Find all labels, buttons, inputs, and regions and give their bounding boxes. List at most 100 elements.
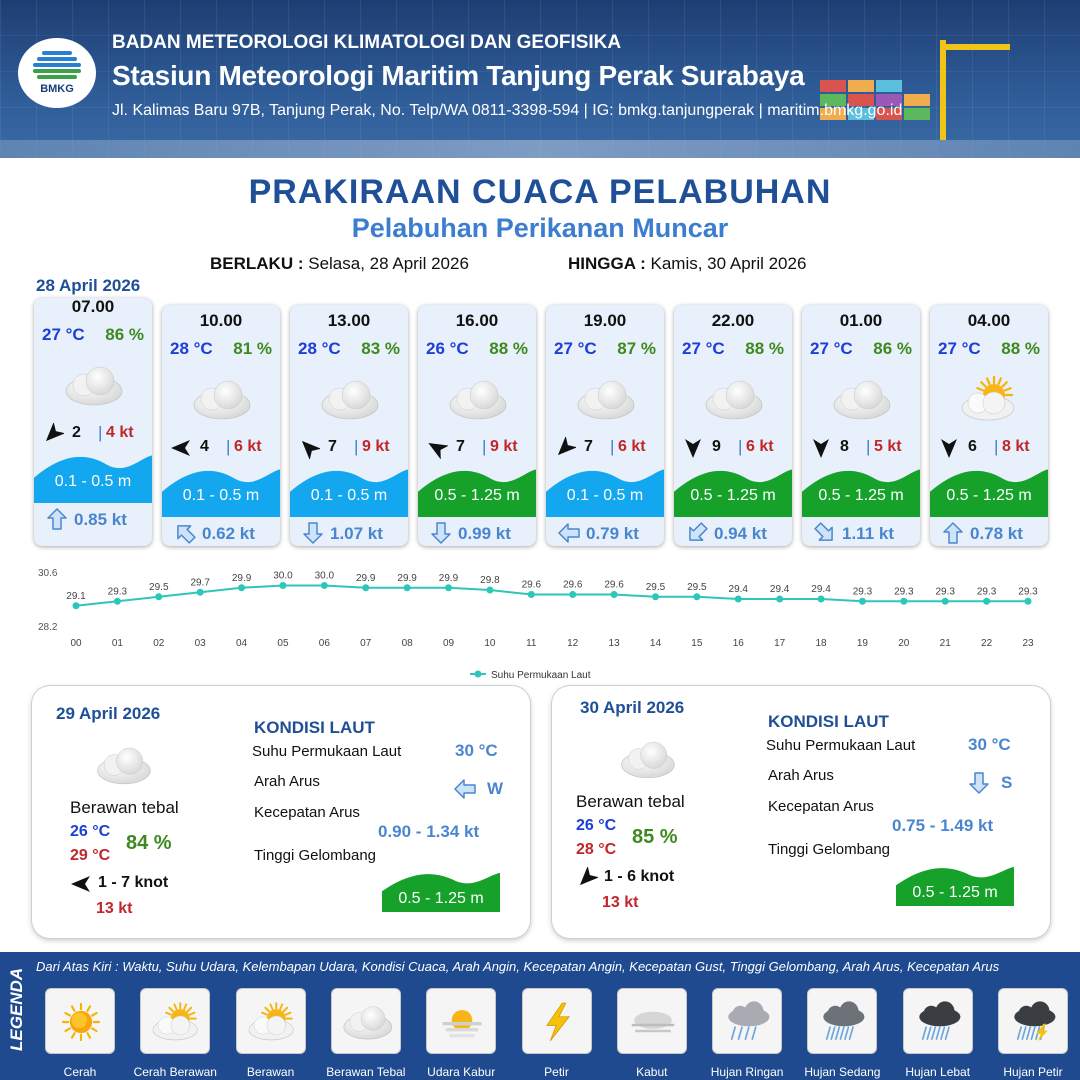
panel-date: 29 April 2026 — [56, 704, 161, 723]
data-label: 29.4 — [770, 584, 790, 595]
data-label: 29.9 — [356, 573, 376, 584]
data-point — [941, 597, 949, 605]
panel-condition: Berawan tebal — [576, 792, 685, 811]
current-direction-icon — [302, 522, 324, 544]
card-humidity: 83 % — [361, 339, 400, 358]
sst-value: 30 °C — [968, 735, 1011, 754]
sst-value: 30 °C — [455, 741, 498, 760]
forecast-card: 10.00 28 °C 81 % 4 | 6 kt 0.1 - 0.5 m 0.… — [162, 305, 280, 546]
valid-from: BERLAKU : Selasa, 28 April 2026 — [210, 254, 469, 274]
wave-graphic — [34, 447, 152, 503]
valid-to: HINGGA : Kamis, 30 April 2026 — [568, 254, 806, 274]
card-humidity: 88 % — [489, 339, 528, 358]
card-temperature: 28 °C — [298, 339, 341, 358]
sst-label: Suhu Permukaan Laut — [252, 743, 402, 760]
x-tick-label: 05 — [277, 638, 289, 649]
berawan-tebal-icon — [442, 375, 512, 423]
data-label: 29.3 — [853, 586, 873, 597]
wind-gust: 6 kt — [234, 438, 262, 455]
page-title: PRAKIRAAN CUACA PELABUHAN — [248, 173, 832, 211]
data-point — [983, 597, 991, 605]
wave-height: 0.5 - 1.25 m — [690, 487, 776, 504]
wind-separator: | — [354, 437, 359, 456]
wind-separator: | — [738, 437, 743, 456]
berawan-tebal-icon — [826, 375, 896, 423]
data-point — [1024, 597, 1032, 605]
card-time: 16.00 — [455, 311, 499, 330]
port-name: Pelabuhan Perikanan Muncar — [351, 213, 729, 243]
legend-marker — [474, 670, 482, 678]
legend-title: LEGENDA — [7, 967, 26, 1051]
card-wind: 8 | 5 kt — [810, 437, 914, 459]
data-label: 29.3 — [977, 586, 997, 597]
legend-item-label: Berawan — [246, 1065, 295, 1079]
card-current: 0.85 kt — [34, 503, 152, 537]
valid-to-value: Kamis, 30 April 2026 — [650, 254, 807, 273]
data-point — [72, 602, 80, 610]
card-current: 0.62 kt — [162, 517, 280, 546]
wave-graphic — [290, 461, 408, 517]
station-name: Stasiun Meteorologi Maritim Tanjung Pera… — [112, 60, 805, 91]
x-tick-label: 19 — [857, 638, 869, 649]
current-direction-icon — [814, 522, 836, 544]
data-label: 29.6 — [563, 580, 583, 591]
card-time: 13.00 — [327, 311, 371, 330]
current-direction-icon — [558, 522, 580, 544]
wind-speed: 4 — [200, 438, 209, 455]
valid-to-label: HINGGA : — [568, 254, 646, 273]
petir-icon — [521, 988, 592, 1054]
data-label: 29.4 — [811, 584, 831, 595]
berawan-tebal-icon — [570, 375, 640, 423]
wind-direction-icon — [810, 437, 832, 459]
card-current: 1.11 kt — [802, 517, 920, 546]
berawan-tebal-icon — [698, 375, 768, 423]
card-current: 0.94 kt — [674, 517, 792, 546]
data-label: 29.6 — [522, 580, 542, 591]
wind-gust: 8 kt — [1002, 438, 1030, 455]
hujan-petir-icon — [998, 988, 1068, 1054]
udara-kabur-icon — [426, 988, 497, 1054]
card-current: 0.78 kt — [930, 517, 1048, 546]
data-point — [858, 597, 866, 605]
data-label: 29.9 — [232, 573, 252, 584]
wind-separator: | — [866, 437, 871, 456]
wind-speed: 9 — [712, 438, 721, 455]
wind-direction-icon — [70, 873, 92, 895]
x-tick-label: 18 — [815, 638, 827, 649]
hujan-sedang-icon — [807, 988, 878, 1054]
hujan-ringan-icon — [712, 988, 783, 1054]
card-time: 10.00 — [199, 311, 243, 330]
bmkg-logo: BMKG — [18, 38, 96, 108]
wind-gust: 6 kt — [746, 438, 774, 455]
legend-item-label: Hujan Sedang — [804, 1065, 881, 1079]
wind-speed: 7 — [328, 438, 337, 455]
legend-item-label: Hujan Petir — [1003, 1065, 1063, 1079]
panel-temp-max: 28 °C — [576, 841, 617, 858]
legend-item-label: Udara Kabur — [427, 1065, 496, 1079]
wave-height-value: 0.5 - 1.25 m — [912, 884, 998, 901]
data-point — [445, 584, 453, 592]
panel-wind: 1 - 6 knot — [604, 868, 675, 885]
x-tick-label: 17 — [774, 638, 786, 649]
panel-temp-min: 26 °C — [576, 817, 617, 834]
legend-description: Dari Atas Kiri : Waktu, Suhu Udara, Kele… — [36, 959, 1000, 974]
x-tick-label: 04 — [236, 638, 248, 649]
hujan-lebat-icon — [902, 988, 973, 1054]
org-name: BADAN METEOROLOGI KLIMATOLOGI DAN GEOFIS… — [112, 32, 622, 53]
x-tick-label: 11 — [526, 638, 537, 649]
card-temperature: 27 °C — [554, 339, 597, 358]
x-tick-label: 13 — [609, 638, 621, 649]
current-direction-icon — [174, 522, 196, 544]
card-current: 0.99 kt — [418, 517, 536, 546]
card-wind: 2 | 4 kt — [42, 421, 146, 445]
data-point — [196, 588, 204, 596]
current-speed-label: Kecepatan Arus — [254, 804, 360, 821]
x-tick-label: 09 — [443, 638, 455, 649]
data-point — [527, 591, 535, 598]
panel-gust: 13 kt — [96, 900, 133, 917]
current-direction-value: S — [1001, 773, 1013, 792]
legend: LEGENDA Dari Atas Kiri : Waktu, Suhu Uda… — [0, 952, 1080, 1080]
sea-condition-heading: KONDISI LAUT — [768, 712, 889, 731]
wave-height: 0.5 - 1.25 m — [818, 487, 904, 504]
kabut-icon — [616, 988, 687, 1054]
